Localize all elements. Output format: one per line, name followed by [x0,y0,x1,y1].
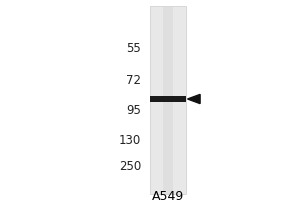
Bar [163,6,173,194]
Text: 130: 130 [119,134,141,146]
Polygon shape [188,94,200,104]
Bar [150,6,186,194]
Text: 72: 72 [126,73,141,86]
Text: 55: 55 [126,43,141,55]
Text: A549: A549 [152,190,184,200]
Text: 250: 250 [119,160,141,172]
Text: 95: 95 [126,104,141,117]
Bar [150,96,186,102]
